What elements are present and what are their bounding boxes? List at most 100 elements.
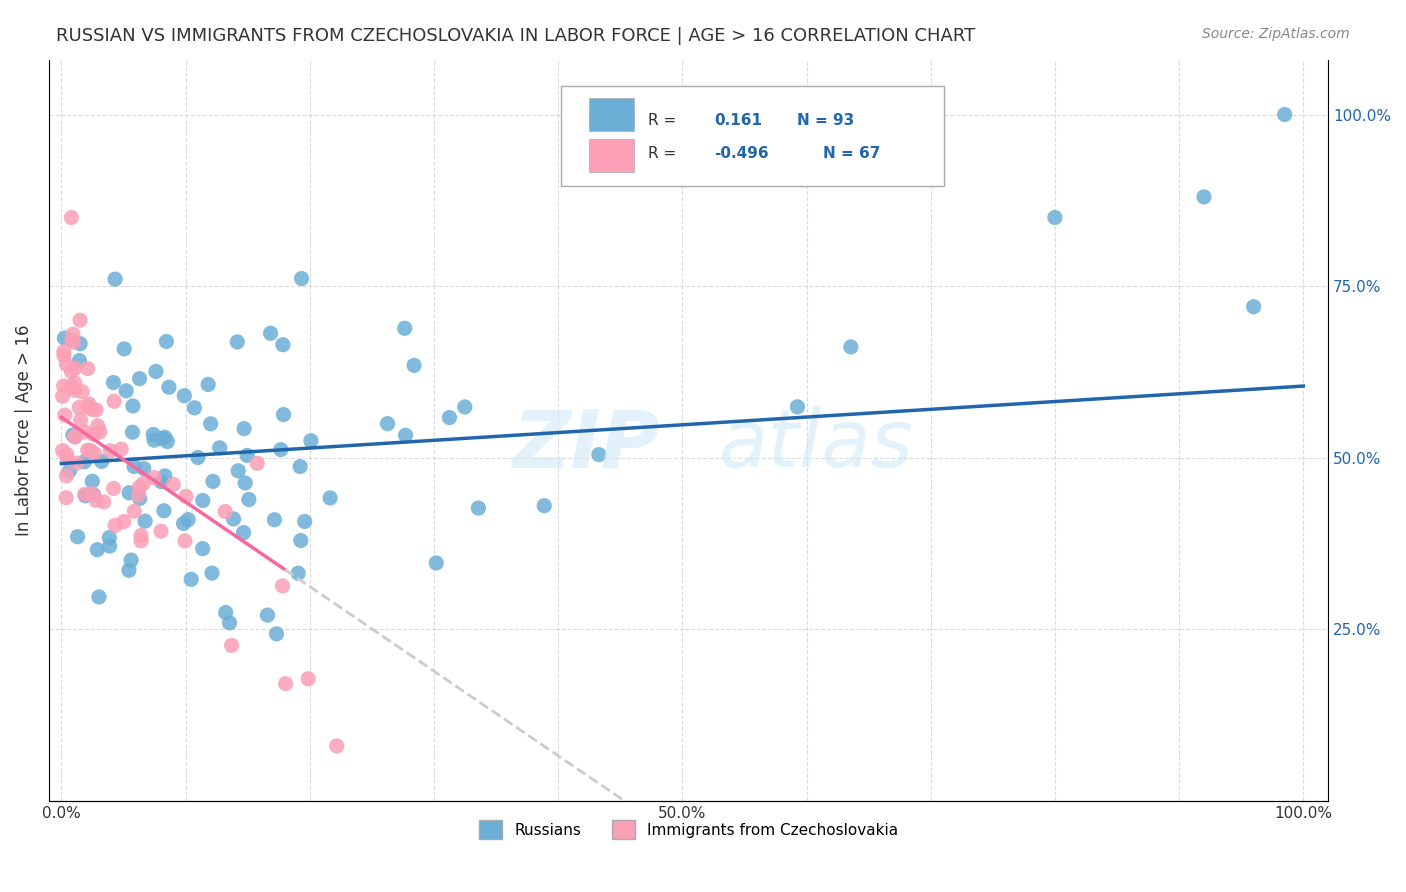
- Point: [297, 672, 319, 686]
- Point: [69, 313, 91, 327]
- Point: [233, 475, 256, 490]
- Point: [266, 627, 288, 641]
- Point: [177, 512, 200, 526]
- Point: [394, 321, 416, 335]
- Point: [1192, 190, 1215, 204]
- Point: [132, 461, 155, 475]
- Point: [76, 443, 98, 458]
- Point: [271, 579, 294, 593]
- Point: [197, 377, 219, 392]
- Point: [84, 493, 107, 508]
- Point: [122, 459, 145, 474]
- Point: [200, 417, 222, 431]
- Point: [425, 556, 447, 570]
- Text: atlas: atlas: [718, 406, 914, 484]
- Text: R =: R =: [648, 113, 676, 128]
- FancyBboxPatch shape: [561, 86, 945, 186]
- Text: -0.496: -0.496: [714, 146, 769, 161]
- Point: [60, 380, 83, 394]
- Point: [110, 442, 132, 457]
- Point: [122, 504, 145, 518]
- Point: [290, 533, 312, 548]
- Point: [273, 408, 295, 422]
- Point: [155, 334, 177, 349]
- Point: [1043, 211, 1066, 225]
- Point: [103, 376, 125, 390]
- Point: [98, 531, 121, 545]
- Point: [66, 530, 89, 544]
- Point: [128, 491, 150, 506]
- Point: [156, 434, 179, 449]
- Point: [56, 452, 79, 467]
- Point: [377, 417, 399, 431]
- Point: [63, 383, 86, 397]
- Point: [60, 333, 83, 347]
- Point: [76, 361, 98, 376]
- Point: [162, 477, 184, 491]
- FancyBboxPatch shape: [589, 98, 634, 131]
- Point: [326, 739, 349, 753]
- Point: [150, 475, 173, 489]
- Point: [73, 425, 96, 439]
- Point: [467, 501, 489, 516]
- Point: [120, 553, 142, 567]
- Point: [55, 491, 77, 505]
- Text: RUSSIAN VS IMMIGRANTS FROM CZECHOSLOVAKIA IN LABOR FORCE | AGE > 16 CORRELATION : RUSSIAN VS IMMIGRANTS FROM CZECHOSLOVAKI…: [56, 27, 976, 45]
- Point: [52, 443, 75, 458]
- Point: [69, 336, 91, 351]
- Point: [62, 428, 84, 442]
- Point: [63, 430, 86, 444]
- Point: [201, 475, 224, 489]
- Point: [145, 364, 167, 378]
- Point: [454, 400, 477, 414]
- Text: N = 67: N = 67: [823, 146, 880, 161]
- Point: [246, 456, 269, 470]
- Point: [128, 480, 150, 494]
- Point: [129, 533, 152, 548]
- Point: [786, 400, 808, 414]
- Text: 0.161: 0.161: [714, 113, 762, 128]
- Point: [52, 344, 75, 359]
- Point: [153, 430, 176, 444]
- Point: [222, 512, 245, 526]
- Point: [55, 468, 77, 483]
- Point: [233, 422, 256, 436]
- Point: [103, 482, 125, 496]
- Point: [143, 434, 166, 448]
- Point: [128, 371, 150, 385]
- Text: N = 93: N = 93: [797, 113, 855, 128]
- Point: [118, 563, 141, 577]
- Point: [69, 413, 91, 427]
- Point: [226, 464, 249, 478]
- Point: [82, 402, 104, 417]
- Point: [173, 516, 195, 531]
- Text: ZIP: ZIP: [513, 406, 659, 484]
- Point: [221, 639, 243, 653]
- Point: [63, 430, 86, 444]
- Point: [55, 357, 77, 371]
- Point: [259, 326, 281, 341]
- Point: [294, 515, 316, 529]
- Point: [1274, 107, 1296, 121]
- Point: [53, 331, 76, 345]
- Point: [79, 443, 101, 458]
- Point: [55, 447, 77, 461]
- Point: [93, 495, 115, 509]
- Point: [53, 408, 76, 422]
- Point: [191, 541, 214, 556]
- Point: [287, 566, 309, 581]
- Point: [67, 353, 90, 368]
- Point: [142, 427, 165, 442]
- Point: [52, 349, 75, 363]
- Point: [82, 475, 104, 489]
- Point: [150, 524, 173, 539]
- Point: [73, 487, 96, 501]
- Point: [52, 379, 75, 393]
- Point: [84, 403, 107, 417]
- Point: [63, 376, 86, 390]
- Point: [87, 590, 110, 604]
- Point: [271, 337, 294, 351]
- Point: [174, 489, 197, 503]
- Point: [180, 572, 202, 586]
- Point: [288, 459, 311, 474]
